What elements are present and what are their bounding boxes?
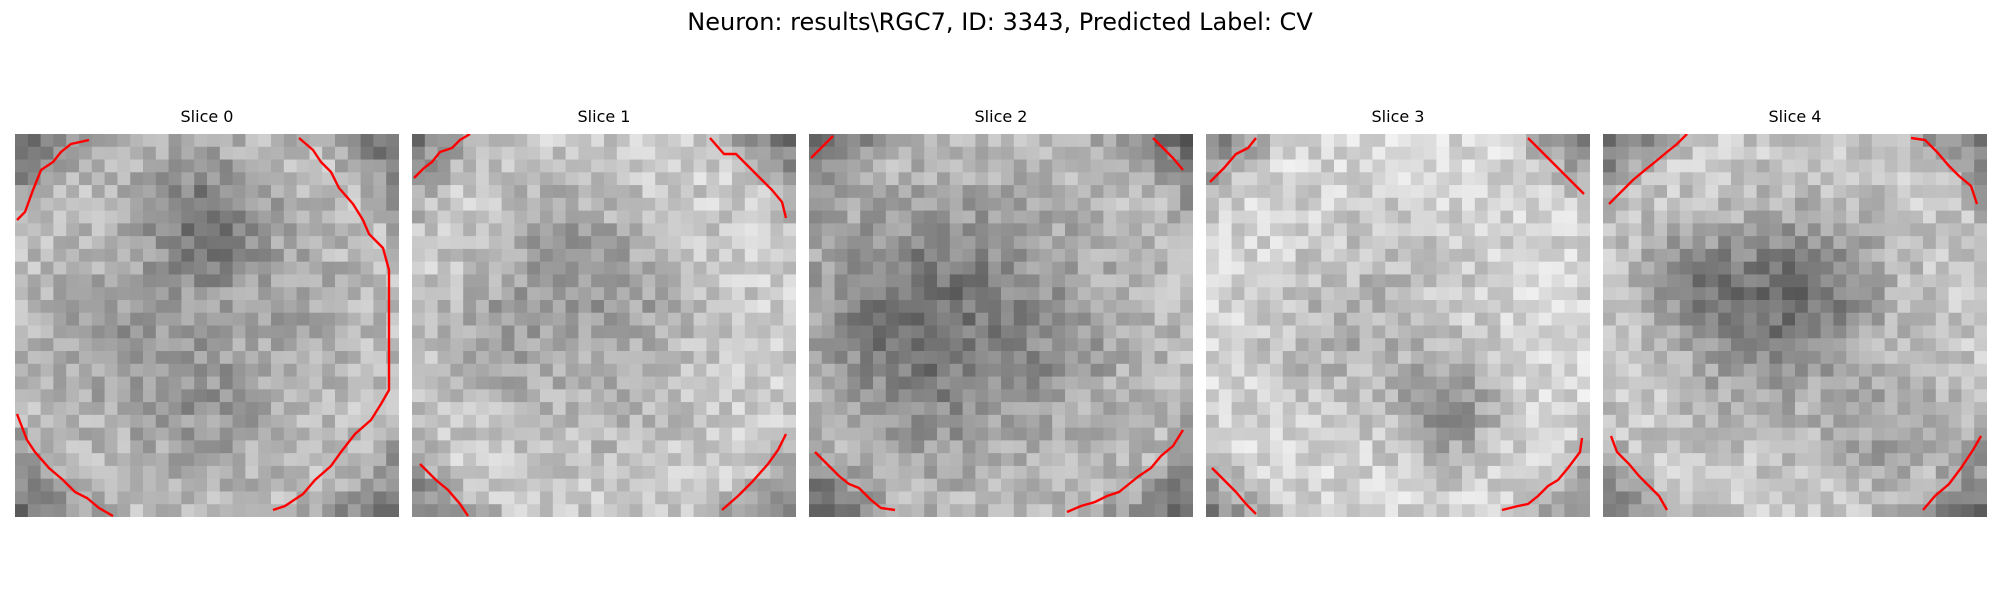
contour-line: [1527, 137, 1585, 195]
contour-line: [1910, 136, 1979, 205]
slice-image: [1206, 134, 1590, 517]
slice-title: Slice 0: [180, 107, 234, 126]
figure-title: Neuron: results\RGC7, ID: 3343, Predicte…: [687, 8, 1313, 36]
contour-line: [1211, 467, 1257, 515]
contour-line: [721, 433, 788, 511]
slice-title: Slice 3: [1371, 107, 1425, 126]
slice-image: [412, 134, 796, 517]
slice-title: Slice 1: [577, 107, 631, 126]
slice-title: Slice 4: [1768, 107, 1822, 126]
slice-image: [1603, 134, 1987, 517]
contour-line: [709, 137, 788, 219]
contour-line: [413, 134, 471, 179]
contour-line: [814, 451, 896, 512]
contour-line: [1922, 435, 1983, 511]
contour-line: [1501, 437, 1584, 512]
contour-line: [419, 463, 469, 517]
contour-line: [1066, 429, 1185, 514]
contour-line: [16, 138, 90, 221]
contour-line: [810, 135, 834, 159]
contour-line: [1209, 137, 1257, 183]
slice-image: [15, 134, 399, 517]
slice-title: Slice 2: [974, 107, 1028, 126]
contour-line: [1152, 137, 1184, 171]
contour-line: [1609, 435, 1669, 511]
contour-line: [1608, 134, 1688, 205]
slice-image: [809, 134, 1193, 517]
contour-line: [15, 413, 114, 517]
contour-line: [272, 137, 391, 512]
